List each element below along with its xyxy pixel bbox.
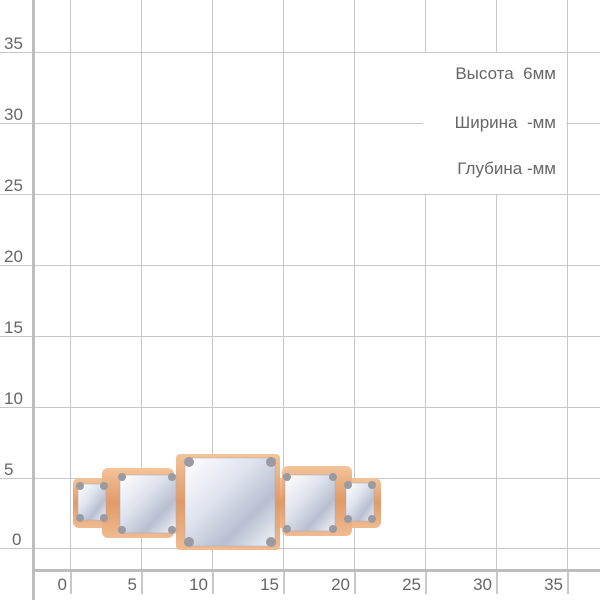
x-tick-mark xyxy=(70,572,72,594)
x-tick-mark xyxy=(212,572,214,594)
prong xyxy=(368,481,376,489)
x-tick-label: 10 xyxy=(189,575,208,594)
side-stone xyxy=(284,474,336,532)
grid-line-horizontal xyxy=(0,407,600,408)
prong xyxy=(344,481,352,489)
grid-line-horizontal xyxy=(0,265,600,266)
x-tick-label: 25 xyxy=(402,575,421,594)
grid-line-vertical xyxy=(70,0,71,570)
prong xyxy=(266,457,276,467)
grid-line-vertical xyxy=(141,0,142,570)
prong xyxy=(184,457,194,467)
y-tick-label: 15 xyxy=(4,318,23,337)
prong xyxy=(76,482,84,490)
x-tick-label: 30 xyxy=(473,575,492,594)
prong xyxy=(76,514,84,522)
x-tick-label: 5 xyxy=(127,575,137,594)
side-stone xyxy=(77,483,107,521)
width-label: Ширина -мм xyxy=(454,113,556,132)
x-tick-mark xyxy=(141,572,143,594)
grid-line-horizontal xyxy=(0,336,600,337)
prong xyxy=(283,473,291,481)
y-tick-label: 35 xyxy=(4,34,23,53)
dimensions-panel: Высота 6мм Ширина -мм Глубина -мм xyxy=(423,53,566,194)
x-tick-label: 15 xyxy=(260,575,279,594)
y-tick-label: 25 xyxy=(4,176,23,195)
prong xyxy=(168,473,176,481)
grid-line-vertical xyxy=(496,0,497,570)
grid-line-horizontal xyxy=(0,548,600,549)
x-tick-mark xyxy=(567,572,569,594)
x-tick-label: 35 xyxy=(544,575,563,594)
x-tick-mark xyxy=(354,572,356,594)
center-stone xyxy=(184,457,276,547)
prong xyxy=(100,514,108,522)
grid-line-vertical xyxy=(283,0,284,570)
height-label: Высота 6мм xyxy=(455,64,556,83)
y-tick-label: 5 xyxy=(4,460,14,479)
prong xyxy=(329,473,337,481)
x-tick-label: 0 xyxy=(57,575,67,594)
y-tick-label: 30 xyxy=(4,105,23,124)
y-tick-label: 10 xyxy=(4,389,23,408)
y-tick-label: 20 xyxy=(4,247,23,266)
prong xyxy=(329,525,337,533)
x-tick-mark xyxy=(496,572,498,594)
prong xyxy=(344,515,352,523)
side-stone xyxy=(119,474,177,534)
prong xyxy=(100,482,108,490)
prong xyxy=(368,515,376,523)
prong xyxy=(184,537,194,547)
grid-line-vertical xyxy=(425,0,426,570)
grid-line-vertical xyxy=(212,0,213,570)
x-tick-label: 20 xyxy=(331,575,350,594)
prong xyxy=(118,526,126,534)
grid-line-horizontal xyxy=(0,194,600,195)
x-axis-line xyxy=(32,569,600,572)
grid-line-horizontal xyxy=(0,123,600,124)
side-stone xyxy=(345,482,375,522)
prong xyxy=(118,473,126,481)
prong xyxy=(266,537,276,547)
grid-line-horizontal xyxy=(0,52,600,53)
x-tick-mark xyxy=(425,572,427,594)
x-tick-mark xyxy=(283,572,285,594)
depth-label: Глубина -мм xyxy=(457,159,556,178)
y-tick-label: 0 xyxy=(12,530,22,549)
grid-line-vertical xyxy=(567,0,568,570)
y-axis-line xyxy=(32,0,35,600)
prong xyxy=(168,526,176,534)
grid-line-vertical xyxy=(354,0,355,570)
prong xyxy=(283,525,291,533)
